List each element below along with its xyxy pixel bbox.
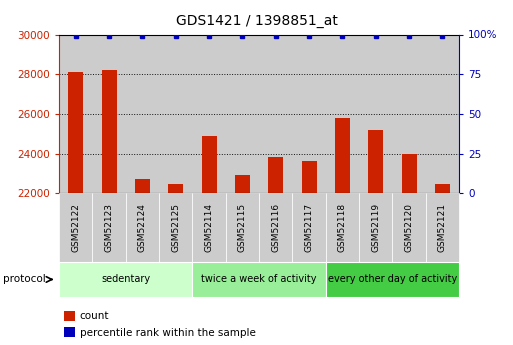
Bar bbox=[202, 136, 216, 345]
Bar bbox=[435, 184, 450, 345]
Text: GSM52116: GSM52116 bbox=[271, 203, 280, 252]
Bar bbox=[426, 193, 459, 262]
Bar bbox=[292, 193, 326, 262]
Bar bbox=[368, 130, 383, 345]
Bar bbox=[402, 154, 417, 345]
Bar bbox=[159, 193, 192, 262]
Bar bbox=[192, 193, 226, 262]
Bar bbox=[326, 193, 359, 262]
Bar bbox=[192, 34, 226, 193]
Bar bbox=[268, 157, 283, 345]
Bar bbox=[359, 34, 392, 193]
Bar bbox=[335, 118, 350, 345]
Bar bbox=[326, 34, 359, 193]
Text: every other day of activity: every other day of activity bbox=[328, 275, 457, 284]
Bar bbox=[392, 193, 426, 262]
Bar bbox=[68, 72, 83, 345]
Bar bbox=[64, 327, 75, 337]
Bar bbox=[64, 311, 75, 321]
Bar bbox=[59, 193, 92, 262]
Bar bbox=[126, 193, 159, 262]
Bar bbox=[292, 34, 326, 193]
Bar bbox=[326, 262, 459, 297]
Text: GSM52114: GSM52114 bbox=[205, 203, 213, 252]
Bar bbox=[59, 34, 92, 193]
Text: protocol: protocol bbox=[3, 275, 45, 284]
Text: sedentary: sedentary bbox=[101, 275, 150, 284]
Bar bbox=[102, 70, 116, 345]
Bar bbox=[126, 34, 159, 193]
Bar bbox=[302, 161, 317, 345]
Bar bbox=[135, 179, 150, 345]
Bar bbox=[226, 193, 259, 262]
Text: GSM52117: GSM52117 bbox=[305, 203, 313, 252]
Bar bbox=[226, 34, 259, 193]
Text: GDS1421 / 1398851_at: GDS1421 / 1398851_at bbox=[175, 14, 338, 28]
Bar bbox=[392, 34, 426, 193]
Text: GSM52124: GSM52124 bbox=[138, 203, 147, 252]
Bar bbox=[359, 193, 392, 262]
Text: GSM52121: GSM52121 bbox=[438, 203, 447, 252]
Text: GSM52120: GSM52120 bbox=[405, 203, 413, 252]
Text: percentile rank within the sample: percentile rank within the sample bbox=[80, 328, 255, 337]
Text: twice a week of activity: twice a week of activity bbox=[201, 275, 317, 284]
Bar bbox=[235, 175, 250, 345]
Bar bbox=[59, 262, 192, 297]
Bar bbox=[92, 193, 126, 262]
Bar bbox=[426, 34, 459, 193]
Text: count: count bbox=[80, 312, 109, 321]
Bar bbox=[259, 193, 292, 262]
Text: GSM52122: GSM52122 bbox=[71, 203, 80, 252]
Text: GSM52118: GSM52118 bbox=[338, 203, 347, 252]
Text: GSM52123: GSM52123 bbox=[105, 203, 113, 252]
Bar bbox=[92, 34, 126, 193]
Bar bbox=[159, 34, 192, 193]
Text: GSM52115: GSM52115 bbox=[238, 203, 247, 252]
Bar bbox=[192, 262, 326, 297]
Text: GSM52119: GSM52119 bbox=[371, 203, 380, 252]
Text: GSM52125: GSM52125 bbox=[171, 203, 180, 252]
Bar bbox=[259, 34, 292, 193]
Bar bbox=[168, 184, 183, 345]
